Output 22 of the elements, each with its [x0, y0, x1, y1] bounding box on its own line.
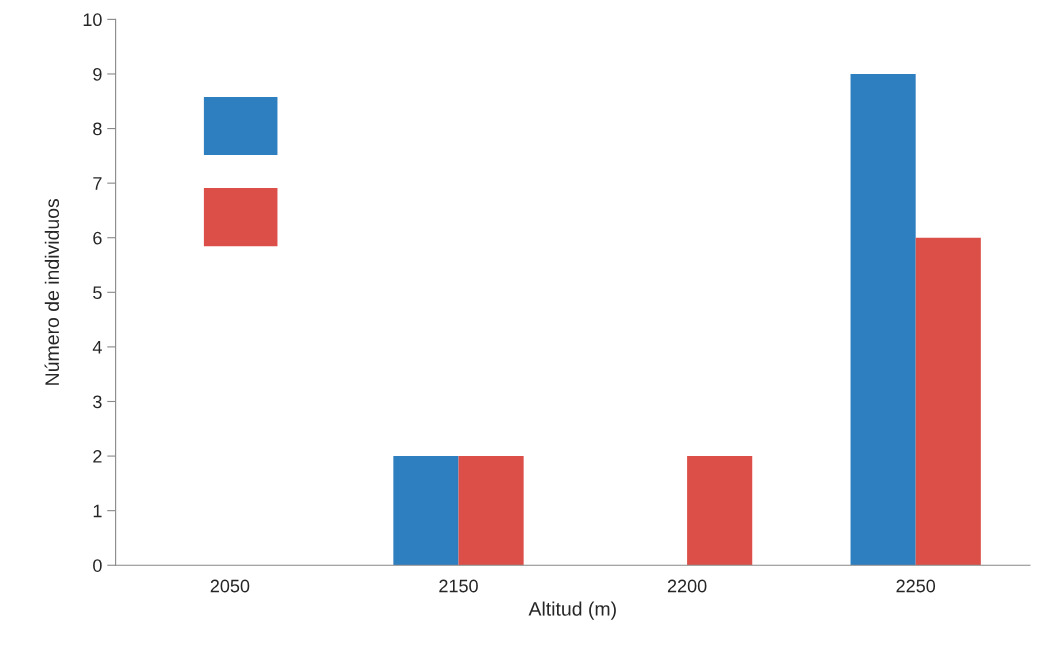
y-tick-label: 6: [93, 231, 102, 245]
x-tick-label: 2150: [439, 579, 478, 593]
y-tick-label: 4: [92, 341, 102, 354]
x-tick-label: 2200: [667, 579, 707, 593]
y-axis-title: Número de individuos: [44, 198, 60, 385]
y-tick-label: 8: [93, 122, 102, 136]
y-tick-label: 10: [83, 13, 102, 27]
y-tick-label: 1: [93, 504, 102, 518]
y-tick-label: 7: [93, 177, 102, 190]
bar: [687, 456, 753, 566]
y-tick-label: 9: [93, 67, 102, 81]
x-tick-label: 2050: [210, 579, 250, 593]
y-tick-label: 3: [93, 395, 102, 409]
x-tick-label: 2250: [896, 579, 936, 593]
x-axis-title: Altitud (m): [528, 601, 616, 620]
y-tick-label: 0: [93, 559, 102, 572]
bar: [915, 237, 981, 566]
y-tick-label: 5: [93, 286, 102, 300]
bar: [393, 456, 459, 566]
bar: [458, 456, 524, 566]
y-tick-label: 2: [93, 450, 102, 463]
bar: [850, 73, 916, 566]
